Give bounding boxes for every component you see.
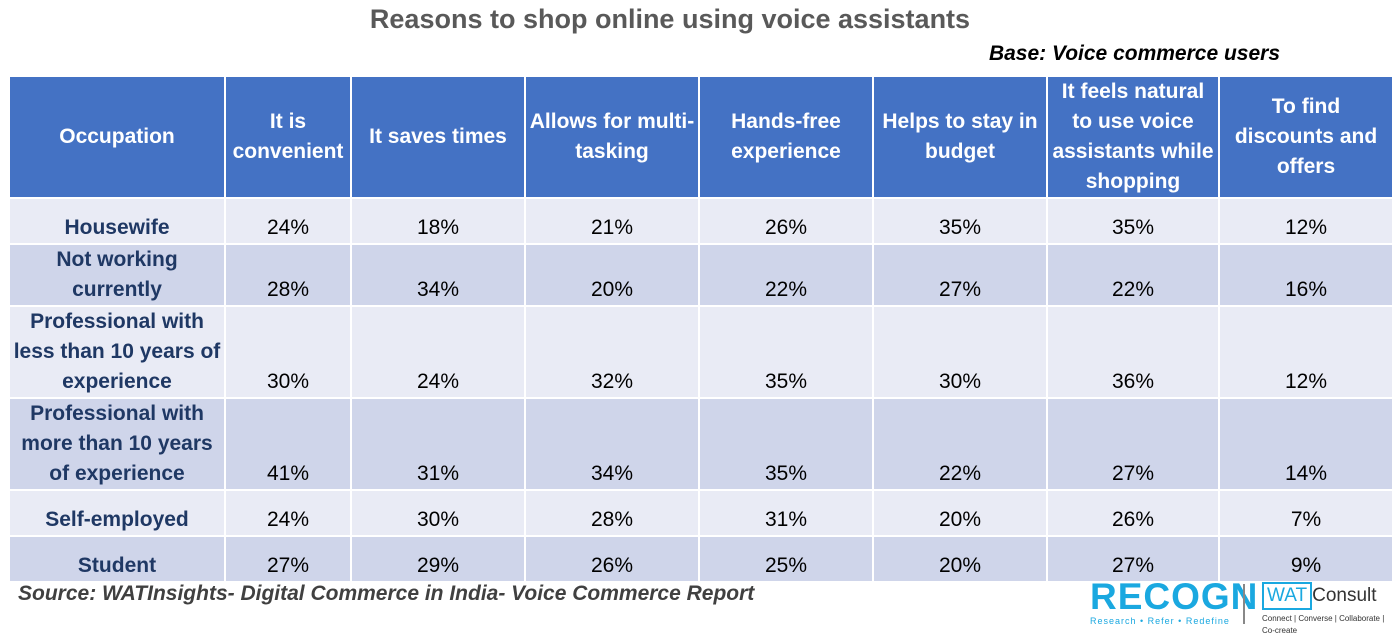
value-cell: 24%	[350, 305, 526, 399]
value-cell: 20%	[872, 489, 1048, 537]
value-cell: 26%	[524, 535, 700, 583]
data-table: Occupation It is convenient It saves times…	[8, 75, 1394, 583]
occupation-cell: Housewife	[8, 197, 226, 245]
value-cell: 32%	[524, 305, 700, 399]
value-cell: 12%	[1218, 305, 1394, 399]
value-cell: 25%	[698, 535, 874, 583]
value-cell: 7%	[1218, 489, 1394, 537]
column-header: It saves times	[350, 75, 526, 199]
value-cell: 26%	[698, 197, 874, 245]
occupation-cell: Professional with less than 10 years of …	[8, 305, 226, 399]
value-cell: 27%	[224, 535, 352, 583]
logo-divider	[1243, 584, 1245, 624]
value-cell: 27%	[1046, 397, 1220, 491]
watconsult-logo: WAT Consult Connect | Converse | Collabor…	[1262, 582, 1392, 635]
chart-title: Reasons to shop online using voice assis…	[369, 4, 971, 34]
table-row: Self-employed 24% 30% 28% 31% 20% 26% 7%	[8, 489, 1394, 537]
value-cell: 24%	[224, 489, 352, 537]
table-body: Housewife 24% 18% 21% 26% 35% 35% 12% Not workin…	[8, 197, 1394, 583]
column-header: To find discounts and offers	[1218, 75, 1394, 199]
value-cell: 35%	[1046, 197, 1220, 245]
value-cell: 22%	[872, 397, 1048, 491]
recogn-wordmark: RECOGN	[1090, 576, 1259, 617]
value-cell: 41%	[224, 397, 352, 491]
value-cell: 9%	[1218, 535, 1394, 583]
value-cell: 24%	[224, 197, 352, 245]
value-cell: 12%	[1218, 197, 1394, 245]
value-cell: 34%	[350, 243, 526, 307]
header-row: Occupation It is convenient It saves times…	[8, 75, 1394, 199]
occupation-cell: Student	[8, 535, 226, 583]
value-cell: 21%	[524, 197, 700, 245]
occupation-cell: Not working currently	[8, 243, 226, 307]
value-cell: 20%	[524, 243, 700, 307]
recogn-logo: RECOGN Research • Refer • Redefine	[1090, 576, 1259, 628]
value-cell: 30%	[872, 305, 1048, 399]
consult-wordmark: Consult	[1312, 585, 1377, 606]
value-cell: 35%	[872, 197, 1048, 245]
table-header: Occupation It is convenient It saves times…	[8, 75, 1394, 199]
table-row: Professional with more than 10 years of …	[8, 397, 1394, 491]
occupation-cell: Professional with more than 10 years of …	[8, 397, 226, 491]
value-cell: 30%	[224, 305, 352, 399]
recogn-tagline: Research • Refer • Redefine	[1090, 616, 1230, 626]
value-cell: 34%	[524, 397, 700, 491]
column-header: It is convenient	[224, 75, 352, 199]
column-header: Helps to stay in budget	[872, 75, 1048, 199]
value-cell: 29%	[350, 535, 526, 583]
value-cell: 36%	[1046, 305, 1220, 399]
value-cell: 30%	[350, 489, 526, 537]
value-cell: 28%	[224, 243, 352, 307]
column-header: Hands-free experience	[698, 75, 874, 199]
value-cell: 28%	[524, 489, 700, 537]
value-cell: 22%	[698, 243, 874, 307]
value-cell: 27%	[1046, 535, 1220, 583]
chart-subtitle: Base: Voice commerce users	[988, 42, 1280, 65]
value-cell: 35%	[698, 305, 874, 399]
value-cell: 31%	[350, 397, 526, 491]
value-cell: 35%	[698, 397, 874, 491]
value-cell: 27%	[872, 243, 1048, 307]
table-row: Student 27% 29% 26% 25% 20% 27% 9%	[8, 535, 1394, 583]
column-header: It feels natural to use voice assistants…	[1046, 75, 1220, 199]
value-cell: 14%	[1218, 397, 1394, 491]
value-cell: 31%	[698, 489, 874, 537]
column-header: Allows for multi-tasking	[524, 75, 700, 199]
table-row: Not working currently 28% 34% 20% 22% 27% 22% 1…	[8, 243, 1394, 307]
value-cell: 26%	[1046, 489, 1220, 537]
source-note: Source: WATInsights- Digital Commerce in…	[18, 582, 755, 605]
table-row: Housewife 24% 18% 21% 26% 35% 35% 12%	[8, 197, 1394, 245]
column-header-occupation: Occupation	[8, 75, 226, 199]
occupation-cell: Self-employed	[8, 489, 226, 537]
value-cell: 18%	[350, 197, 526, 245]
value-cell: 20%	[872, 535, 1048, 583]
watconsult-tagline: Connect | Converse | Collaborate | Co-cr…	[1262, 614, 1385, 635]
wat-mark: WAT	[1262, 582, 1313, 610]
value-cell: 22%	[1046, 243, 1220, 307]
value-cell: 16%	[1218, 243, 1394, 307]
table-row: Professional with less than 10 years of …	[8, 305, 1394, 399]
